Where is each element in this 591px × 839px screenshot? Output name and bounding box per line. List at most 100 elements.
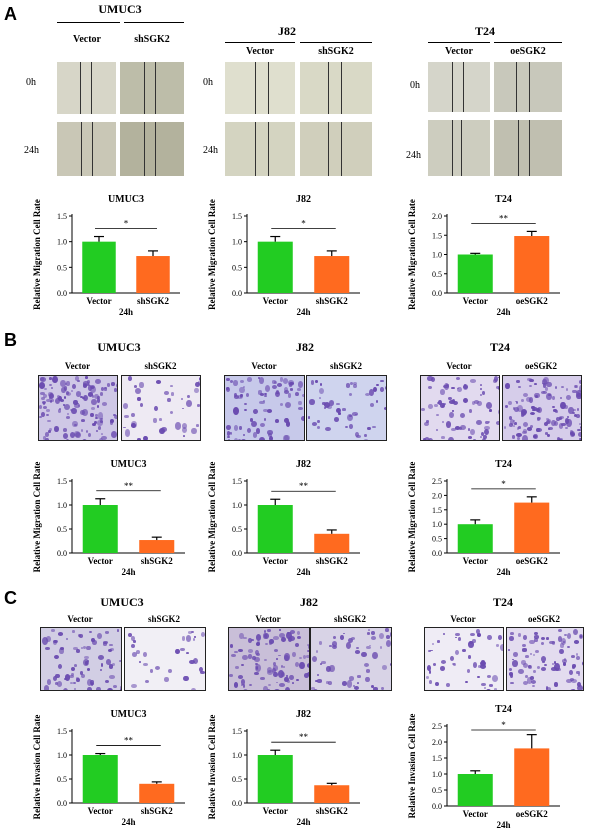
stained-cell — [41, 400, 46, 404]
stained-cell — [130, 636, 135, 642]
stained-cell — [297, 381, 303, 388]
y-tick-label: 1.0 — [57, 238, 67, 247]
stained-cell — [454, 649, 459, 656]
stained-cell — [262, 408, 268, 413]
stained-cell — [313, 689, 318, 690]
x-axis-label: 24h — [121, 817, 135, 827]
group-title: J82 — [296, 340, 314, 354]
stained-cell — [186, 652, 190, 655]
stained-cell — [106, 382, 111, 387]
stained-cell — [58, 395, 63, 401]
stained-cell — [59, 399, 65, 402]
stained-cell — [469, 633, 476, 637]
stained-cell — [131, 652, 138, 658]
stained-cell — [526, 396, 532, 402]
stained-cell — [159, 428, 165, 435]
stained-cell — [54, 640, 57, 644]
stained-cell — [91, 637, 95, 642]
x-tick-label: Vector — [263, 556, 288, 566]
bar-treatment — [514, 236, 550, 293]
stained-cell — [307, 416, 311, 419]
stained-cell — [95, 430, 99, 433]
x-tick-label: oeSGK2 — [516, 556, 549, 566]
stained-cell — [466, 669, 471, 674]
stained-cell — [284, 417, 289, 423]
stained-cell — [191, 630, 194, 633]
stained-cell — [367, 426, 371, 430]
stained-cell — [577, 428, 581, 431]
stained-cell — [517, 632, 522, 637]
stained-cell — [90, 680, 94, 685]
stained-cell — [324, 402, 331, 408]
stained-cell — [103, 640, 109, 645]
stained-cell — [48, 430, 51, 434]
stained-cell — [368, 389, 374, 396]
chart-title: T24 — [495, 704, 512, 715]
transwell-image — [310, 627, 392, 691]
stained-cell — [454, 425, 460, 430]
stained-cell — [111, 431, 117, 439]
y-tick-label: 1.0 — [432, 520, 442, 529]
stained-cell — [49, 428, 53, 432]
stained-cell — [348, 676, 355, 681]
transwell-image — [306, 375, 387, 441]
stained-cell — [470, 428, 476, 436]
stained-cell — [40, 391, 45, 396]
stained-cell — [295, 678, 300, 682]
stained-cell — [551, 420, 557, 427]
vector-label: Vector — [445, 46, 473, 57]
stained-cell — [55, 681, 58, 685]
stained-cell — [450, 427, 456, 432]
y-axis-label: Relative Migration Cell Rate — [407, 462, 417, 573]
stained-cell — [529, 385, 533, 388]
stained-cell — [239, 426, 242, 430]
stained-cell — [280, 664, 284, 668]
stained-cell — [119, 686, 121, 689]
stained-cell — [383, 406, 386, 410]
y-tick-label: 0.5 — [432, 786, 442, 795]
stained-cell — [534, 638, 538, 642]
stained-cell — [540, 641, 544, 645]
stained-cell — [304, 689, 309, 690]
stained-cell — [280, 403, 284, 407]
stained-cell — [139, 382, 144, 388]
y-tick-label: 2.5 — [432, 477, 442, 486]
stained-cell — [543, 383, 547, 388]
stained-cell — [64, 674, 70, 681]
stained-cell — [181, 407, 184, 410]
stained-cell — [257, 390, 263, 395]
stained-cell — [135, 387, 141, 394]
stained-cell — [473, 439, 476, 440]
stained-cell — [280, 377, 284, 382]
stained-cell — [276, 658, 279, 661]
stained-cell — [525, 674, 529, 679]
stained-cell — [489, 409, 493, 412]
stained-cell — [441, 421, 445, 424]
x-axis-label: 24h — [296, 567, 310, 577]
stained-cell — [39, 382, 46, 389]
stained-cell — [461, 648, 466, 653]
stained-cell — [509, 418, 514, 425]
wound-image — [428, 120, 490, 176]
stained-cell — [272, 662, 276, 666]
stained-cell — [492, 674, 499, 682]
stained-cell — [259, 400, 265, 405]
stained-cell — [513, 652, 518, 658]
stained-cell — [536, 665, 540, 669]
stained-cell — [554, 662, 560, 671]
stained-cell — [80, 419, 85, 422]
stained-cell — [285, 421, 290, 427]
x-tick-label: Vector — [463, 809, 488, 819]
transwell-image — [40, 627, 122, 691]
x-tick-label: shSGK2 — [137, 296, 170, 306]
stained-cell — [110, 648, 114, 652]
stained-cell — [341, 680, 348, 686]
stained-cell — [297, 635, 302, 639]
stained-cell — [164, 391, 170, 395]
stained-cell — [246, 427, 252, 434]
stained-cell — [495, 420, 499, 426]
stained-cell — [550, 667, 557, 671]
stained-cell — [573, 408, 576, 412]
stained-cell — [520, 414, 525, 417]
stained-cell — [493, 379, 498, 384]
